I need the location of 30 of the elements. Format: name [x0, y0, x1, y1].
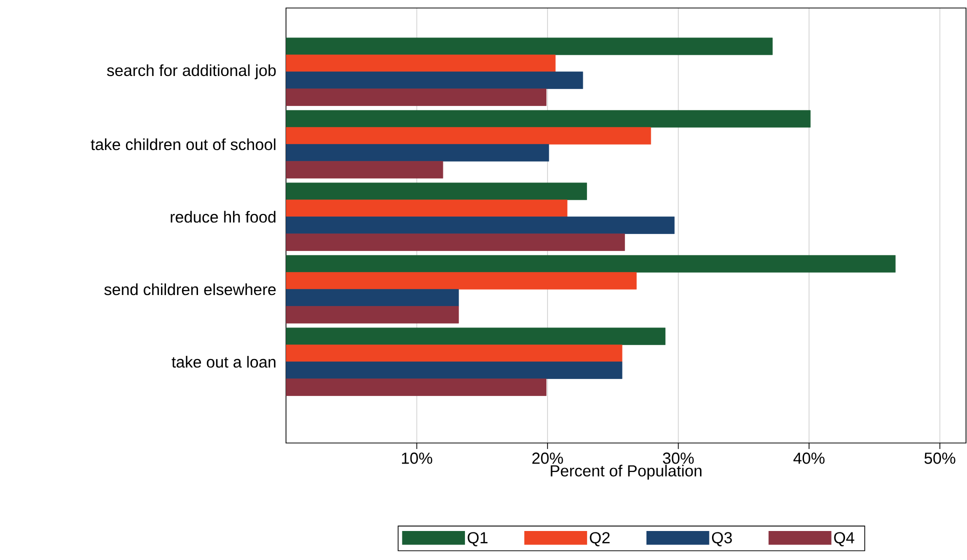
legend-label: Q2 — [590, 532, 610, 546]
y-tick-label: take children out of school — [90, 138, 276, 150]
bar — [286, 344, 622, 362]
y-tick-label: take out a loan — [172, 356, 276, 368]
y-tick-label: send children elsewhere — [104, 283, 276, 296]
bar — [286, 306, 459, 324]
y-tick-label: search for additional job — [107, 64, 276, 80]
legend-label: Q4 — [834, 532, 854, 546]
x-tick-label: 30% — [662, 452, 694, 464]
x-tick-label: 10% — [402, 452, 432, 464]
x-tick-label: 40% — [793, 452, 825, 464]
bar — [286, 378, 546, 396]
x-axis-title: Percent of Population — [550, 464, 702, 480]
bar — [286, 255, 896, 273]
bar — [286, 182, 587, 200]
bar — [286, 110, 811, 128]
bar — [286, 200, 568, 218]
bar — [286, 127, 652, 145]
x-tick-label: 20% — [532, 452, 563, 464]
bar — [286, 54, 556, 72]
bar — [286, 328, 666, 346]
bar — [286, 161, 444, 178]
legend-label: Q3 — [712, 532, 732, 546]
legend-label: Q1 — [468, 532, 488, 546]
bar — [286, 38, 773, 56]
y-tick-label: reduce hh food — [170, 210, 276, 223]
bar — [286, 234, 625, 251]
x-tick-label: 50% — [924, 452, 956, 464]
bar — [286, 272, 637, 290]
bar — [286, 88, 546, 106]
